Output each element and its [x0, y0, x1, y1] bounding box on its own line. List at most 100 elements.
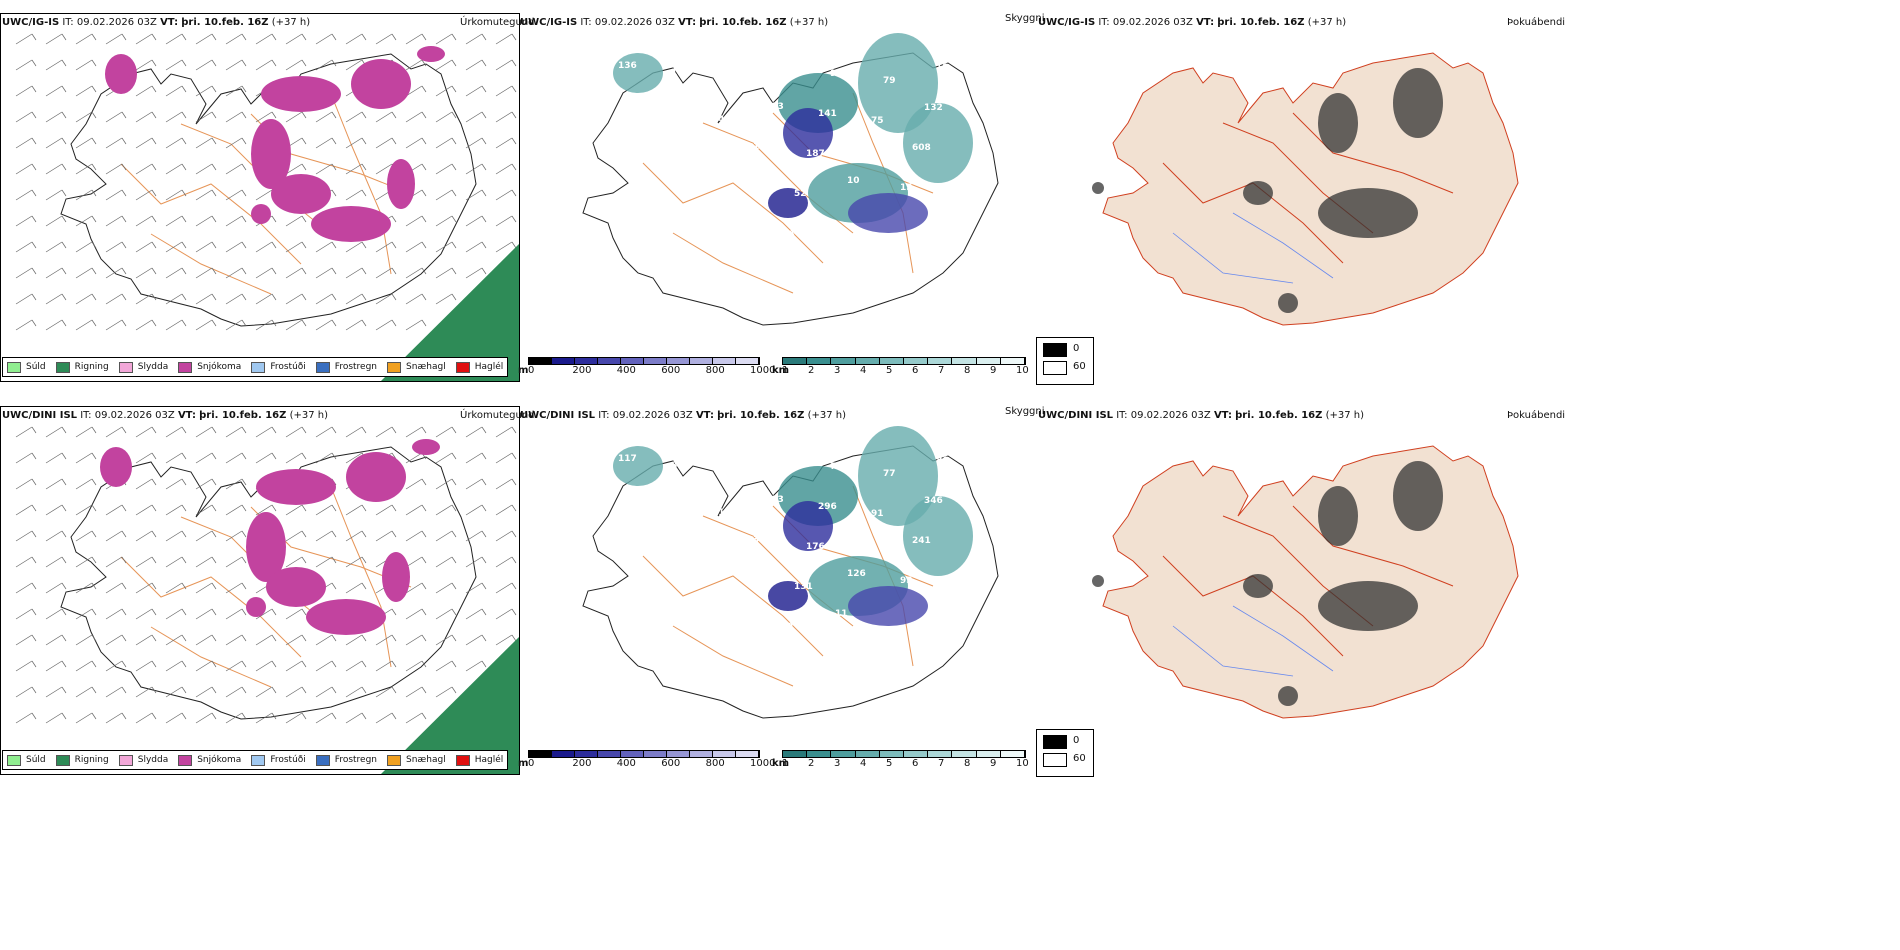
scale-tick: 400 [616, 758, 636, 769]
snow-depth-label: 74 [712, 115, 725, 125]
wind-barb [285, 33, 307, 45]
wind-barb [195, 504, 217, 516]
wind-barb [345, 241, 367, 253]
snow-depth-label: 141 [724, 75, 743, 85]
wind-barb [135, 293, 157, 305]
header-2b: UWC/DINI ISL IT: 09.02.2026 03Z VT: þri.… [520, 410, 846, 421]
wind-barb [315, 163, 337, 175]
wind-barb [225, 556, 247, 568]
snow-depth-label: 119 [859, 156, 878, 166]
wind-barb [15, 267, 37, 279]
scale-bar [528, 357, 760, 365]
wind-barb [495, 556, 517, 568]
wind-barb [45, 634, 67, 646]
wind-barb [165, 530, 187, 542]
wind-barb [135, 712, 157, 724]
legend-swatch [118, 361, 133, 373]
scale-tick: 200 [572, 365, 592, 376]
scale-tick: 1 [782, 758, 789, 769]
snow-area [417, 46, 445, 62]
wind-barb [45, 660, 67, 672]
legend-swatch [387, 361, 402, 373]
snow-depth-label: 296 [818, 502, 837, 512]
wind-barb [465, 85, 487, 97]
scale-tick: 1000 [750, 365, 776, 376]
snow-depth-label: 656 [741, 575, 760, 585]
scale-tick: 5 [886, 365, 893, 376]
scale-cell [904, 751, 929, 757]
wind-barb [75, 504, 97, 516]
legend-label: Súld [26, 362, 46, 372]
wind-barb [15, 712, 37, 724]
wind-barb [465, 478, 487, 490]
wind-barb [225, 33, 247, 45]
scale-cell [667, 358, 690, 364]
legend-label: Haglél [474, 362, 504, 372]
scale-cell [928, 751, 953, 757]
wind-barb [405, 241, 427, 253]
snow-depth-label: 91 [871, 509, 884, 519]
fog-key-2: 0 60 [1036, 729, 1094, 777]
wind-barb [135, 634, 157, 646]
fog-map-2 [1092, 406, 1558, 773]
scale-cell [713, 358, 736, 364]
snow-depth-label: 309 [635, 188, 654, 198]
model-2: UWC/DINI ISL [2, 410, 78, 421]
scale-cell [928, 358, 953, 364]
snow-depth-label: 90 [729, 222, 742, 232]
scale-cell [690, 751, 713, 757]
wind-barb [45, 712, 67, 724]
fog-area [1318, 188, 1418, 238]
wind-barb [495, 478, 517, 490]
legend-swatch [387, 754, 402, 766]
scale-tick: 0 [528, 365, 535, 376]
snow-depth-label: 77 [883, 469, 896, 479]
snow-depth-area [783, 501, 833, 551]
scale-bar [782, 750, 1026, 758]
wind-barb [15, 215, 37, 227]
wind-barb [105, 504, 127, 516]
wind-barb [285, 660, 307, 672]
scale-tick: 6 [912, 758, 919, 769]
wind-barb [45, 189, 67, 201]
wind-barb [135, 215, 157, 227]
wind-barb [45, 163, 67, 175]
snow-depth-label: 284 [859, 549, 878, 559]
scale-cell [952, 358, 977, 364]
wind-barb [165, 504, 187, 516]
wind-barb [15, 660, 37, 672]
wind-barb [465, 189, 487, 201]
wind-barb [75, 319, 97, 331]
wind-barb [495, 608, 517, 620]
legend-swatch [178, 754, 193, 766]
wind-barb [45, 478, 67, 490]
snow-depth-label: 81 [782, 622, 795, 632]
fog-area [1278, 293, 1298, 313]
wind-barb [15, 478, 37, 490]
snow-depth-area [783, 108, 833, 158]
scale-tick: 3 [834, 758, 841, 769]
fog-area [1092, 575, 1104, 587]
legend-swatch [118, 754, 133, 766]
wind-barb [465, 267, 487, 279]
wind-barb [165, 582, 187, 594]
wind-barb [165, 712, 187, 724]
scale-tick: 200 [572, 758, 592, 769]
it-value-1b: 09.02.2026 03Z [594, 17, 675, 28]
wind-barb [225, 85, 247, 97]
wind-barb [435, 33, 457, 45]
wind-barb [105, 582, 127, 594]
wind-barb [315, 426, 337, 438]
snow-depth-label: 86 [936, 456, 949, 466]
precip-legend-1: Súld Rigning Slydda Snjókoma Frostúði Frostre… [2, 357, 509, 377]
wind-barb [285, 241, 307, 253]
scale-cell [736, 358, 759, 364]
vt-offset-1c: (+37 h) [1307, 17, 1347, 28]
wind-barb [195, 137, 217, 149]
wind-barb [345, 293, 367, 305]
header-1b: UWC/IG-IS IT: 09.02.2026 03Z VT: þri. 10… [520, 17, 828, 28]
wind-barb [105, 634, 127, 646]
wind-barb [135, 686, 157, 698]
wind-barb [45, 85, 67, 97]
wind-barb [15, 189, 37, 201]
